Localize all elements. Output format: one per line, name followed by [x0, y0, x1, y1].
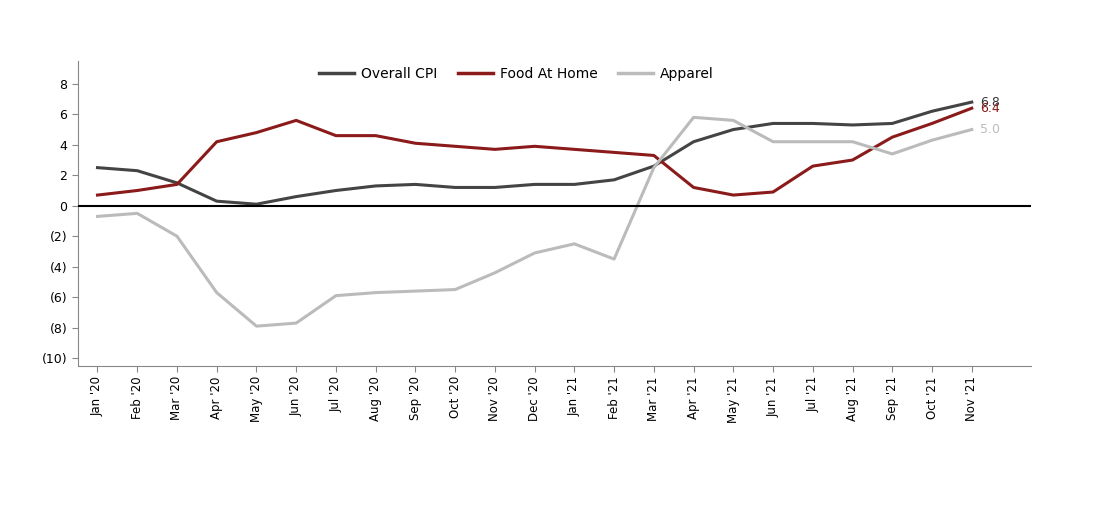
Apparel: [925, 137, 938, 143]
Food At Home: [91, 192, 104, 198]
Apparel: [210, 290, 223, 296]
Food At Home: [766, 189, 780, 195]
Apparel: [965, 126, 978, 133]
Food At Home: [846, 157, 859, 163]
Line: Overall CPI: Overall CPI: [98, 102, 971, 204]
Food At Home: [925, 120, 938, 126]
Apparel: [686, 114, 700, 120]
Overall CPI: [289, 194, 303, 200]
Overall CPI: [886, 120, 899, 126]
Food At Home: [488, 146, 501, 152]
Apparel: [409, 288, 423, 294]
Food At Home: [965, 105, 978, 111]
Apparel: [131, 210, 144, 216]
Food At Home: [329, 133, 343, 139]
Food At Home: [886, 134, 899, 140]
Apparel: [648, 165, 661, 171]
Overall CPI: [925, 108, 938, 114]
Line: Food At Home: Food At Home: [98, 108, 971, 195]
Apparel: [250, 323, 263, 329]
Apparel: [488, 270, 501, 276]
Apparel: [568, 241, 581, 247]
Overall CPI: [766, 120, 780, 126]
Overall CPI: [369, 183, 383, 189]
Overall CPI: [686, 139, 700, 145]
Line: Apparel: Apparel: [98, 117, 971, 326]
Food At Home: [686, 184, 700, 190]
Apparel: [766, 139, 780, 145]
Apparel: [289, 320, 303, 326]
Overall CPI: [210, 198, 223, 204]
Apparel: [329, 293, 343, 299]
Overall CPI: [846, 122, 859, 128]
Apparel: [369, 290, 383, 296]
Overall CPI: [448, 184, 461, 190]
Food At Home: [528, 143, 541, 149]
Text: 6.8: 6.8: [979, 96, 999, 109]
Apparel: [608, 256, 621, 262]
Food At Home: [648, 152, 661, 158]
Overall CPI: [965, 99, 978, 105]
Text: 6.4: 6.4: [979, 102, 999, 115]
Food At Home: [806, 163, 820, 169]
Food At Home: [250, 130, 263, 136]
Food At Home: [726, 192, 740, 198]
Apparel: [726, 117, 740, 123]
Overall CPI: [171, 180, 184, 186]
Food At Home: [289, 117, 303, 123]
Overall CPI: [726, 126, 740, 133]
Apparel: [846, 139, 859, 145]
Food At Home: [448, 143, 461, 149]
Overall CPI: [91, 165, 104, 171]
Overall CPI: [250, 201, 263, 207]
Overall CPI: [329, 187, 343, 194]
Apparel: [91, 213, 104, 219]
Food At Home: [171, 181, 184, 187]
Apparel: [886, 151, 899, 157]
Food At Home: [409, 140, 423, 146]
Food At Home: [568, 146, 581, 152]
Overall CPI: [648, 163, 661, 169]
Overall CPI: [528, 181, 541, 187]
Food At Home: [131, 187, 144, 194]
Overall CPI: [806, 120, 820, 126]
Food At Home: [210, 139, 223, 145]
Overall CPI: [409, 181, 423, 187]
Overall CPI: [608, 177, 621, 183]
Apparel: [528, 250, 541, 256]
Legend: Overall CPI, Food At Home, Apparel: Overall CPI, Food At Home, Apparel: [314, 61, 719, 86]
Overall CPI: [568, 181, 581, 187]
Text: 5.0: 5.0: [979, 123, 999, 136]
Apparel: [806, 139, 820, 145]
Apparel: [448, 287, 461, 293]
Overall CPI: [131, 168, 144, 174]
Overall CPI: [488, 184, 501, 190]
Food At Home: [608, 149, 621, 155]
Food At Home: [369, 133, 383, 139]
Apparel: [171, 233, 184, 239]
